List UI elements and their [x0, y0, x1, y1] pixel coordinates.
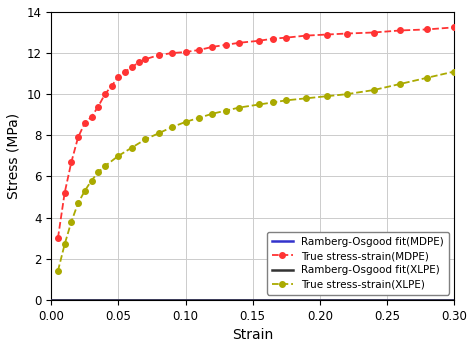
- X-axis label: Strain: Strain: [232, 328, 273, 342]
- Legend: Ramberg-Osgood fit(MDPE), True stress-strain(MDPE), Ramberg-Osgood fit(XLPE), Tr: Ramberg-Osgood fit(MDPE), True stress-st…: [266, 232, 449, 295]
- Y-axis label: Stress (MPa): Stress (MPa): [7, 113, 21, 199]
